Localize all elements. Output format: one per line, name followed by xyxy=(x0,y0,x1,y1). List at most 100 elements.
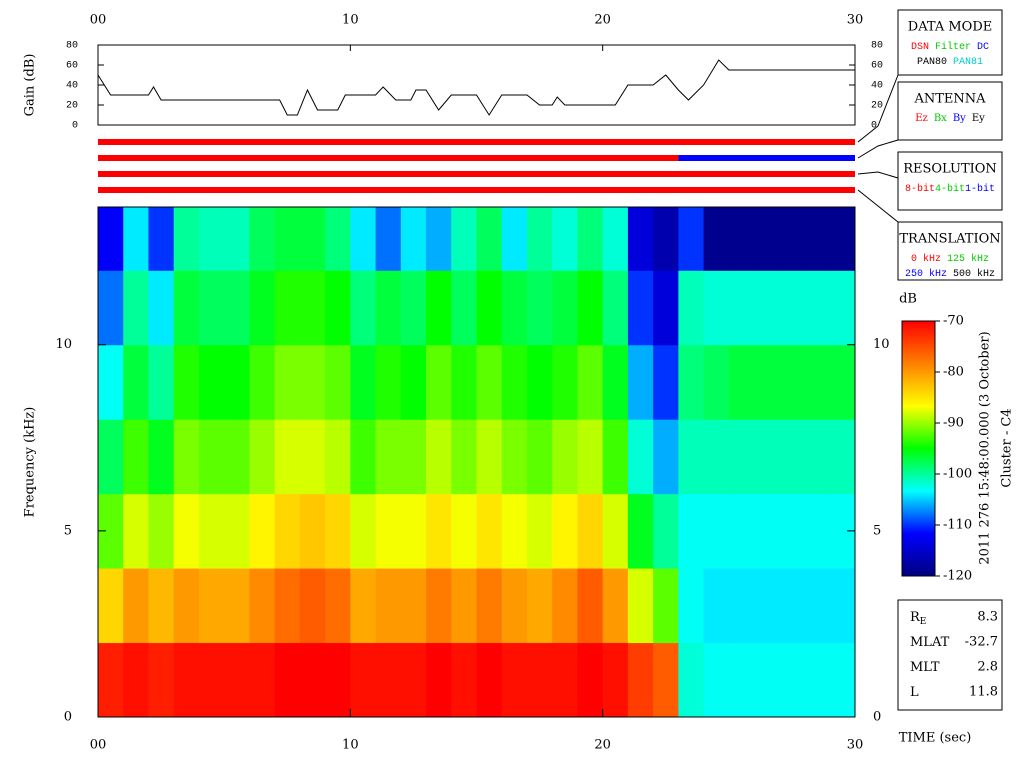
y-tick-label: 40 xyxy=(66,81,78,92)
info-value: 8.3 xyxy=(977,610,998,625)
heat-cell xyxy=(779,493,806,569)
heat-cell xyxy=(653,344,679,420)
heat-cell xyxy=(602,493,629,569)
heat-cell xyxy=(678,207,705,271)
heat-cell xyxy=(249,493,276,569)
heat-cell xyxy=(350,419,377,495)
heat-cell xyxy=(728,344,755,420)
heat-cell xyxy=(274,493,301,569)
heat-cell xyxy=(198,270,225,346)
heat-cell xyxy=(678,642,705,718)
heat-cell xyxy=(678,493,705,569)
heat-cell xyxy=(602,207,629,271)
panel-line: Ez Bx By Ey xyxy=(915,113,985,124)
colorbar-tick-label: -110 xyxy=(943,518,972,533)
heat-cell xyxy=(501,568,528,644)
y-tick-label: 0 xyxy=(871,121,877,132)
heat-cell xyxy=(325,419,351,495)
x-tick-label: 20 xyxy=(594,13,611,28)
connector xyxy=(857,139,899,159)
heat-cell xyxy=(249,568,276,644)
heat-cell xyxy=(98,419,124,495)
y-tick-label: 10 xyxy=(873,337,890,352)
panel-item: Filter xyxy=(935,41,971,53)
x-tick-label: 30 xyxy=(847,13,864,28)
heat-cell xyxy=(299,642,326,718)
heat-cell xyxy=(754,568,780,644)
status-segment xyxy=(98,171,855,177)
heat-cell xyxy=(829,419,856,495)
panel-item: PAN81 xyxy=(953,57,983,68)
colorbar-label: dB xyxy=(899,292,917,307)
heat-cell xyxy=(350,568,377,644)
heat-cell xyxy=(350,207,377,271)
heat-cell xyxy=(703,270,730,346)
info-label-text: MLT xyxy=(910,660,940,675)
heat-cell xyxy=(526,493,553,569)
heat-cell xyxy=(249,642,276,718)
panel-item: Ez xyxy=(915,113,928,124)
panel-item: 4-bit xyxy=(935,183,965,195)
heat-cell xyxy=(451,642,477,718)
heat-cell xyxy=(476,419,503,495)
panel-line: 0 kHz 125 kHz xyxy=(911,253,989,265)
spectrogram-frame xyxy=(97,206,856,718)
heat-cell xyxy=(829,270,856,346)
timestamp: 2011 276 15:48:00.000 (3 October) xyxy=(978,331,993,564)
heat-cell xyxy=(829,568,856,644)
x-tick-label: 10 xyxy=(342,738,359,753)
heat-cell xyxy=(148,270,175,346)
heat-cell xyxy=(451,419,477,495)
heat-cell xyxy=(829,642,856,718)
heat-cell xyxy=(627,207,654,271)
connectors xyxy=(857,74,899,223)
panel-title: DATA MODE xyxy=(908,20,992,35)
info-label: MLAT xyxy=(910,635,950,650)
heat-cell xyxy=(249,207,276,271)
x-tick-label: 00 xyxy=(90,13,107,28)
heat-cell xyxy=(426,642,452,718)
heat-cell xyxy=(653,270,679,346)
heat-cell xyxy=(350,493,377,569)
heat-cell xyxy=(123,493,149,569)
heat-cell xyxy=(653,568,679,644)
info-label: L xyxy=(910,685,919,700)
heat-cell xyxy=(577,568,604,644)
heat-cell xyxy=(552,419,578,495)
heat-cell xyxy=(426,419,452,495)
y-tick-label: 60 xyxy=(871,61,883,72)
panel-line: 8-bit4-bit1-bit xyxy=(905,183,995,195)
heat-cell xyxy=(400,642,427,718)
panel-item: PAN80 xyxy=(917,57,947,68)
heat-cell xyxy=(577,493,604,569)
colorbar-tick-label: -80 xyxy=(943,365,964,380)
heat-cell xyxy=(173,568,200,644)
heat-cell xyxy=(274,207,301,271)
panel-title: ANTENNA xyxy=(913,92,986,107)
heat-cell xyxy=(98,344,124,420)
y-tick-label: 40 xyxy=(871,81,883,92)
heat-cell xyxy=(173,344,200,420)
panel-item: By xyxy=(953,113,966,124)
heat-cell xyxy=(274,568,301,644)
heat-cell xyxy=(98,270,124,346)
heat-cell xyxy=(173,493,200,569)
heat-cell xyxy=(249,419,276,495)
heat-cell xyxy=(400,207,427,271)
heat-cell xyxy=(98,642,124,718)
heat-cell xyxy=(451,493,477,569)
freq-axis-label: Frequency (kHz) xyxy=(23,407,38,518)
colorbar-tick-label: -100 xyxy=(943,467,972,482)
x-tick-label: 00 xyxy=(90,738,107,753)
heat-cell xyxy=(426,207,452,271)
heat-cell xyxy=(627,344,654,420)
gain-frame xyxy=(97,44,856,126)
heat-cell xyxy=(728,207,755,271)
heat-cell xyxy=(375,419,402,495)
colorbar-tick-label: -90 xyxy=(943,416,964,431)
heat-cell xyxy=(224,419,250,495)
heat-cell xyxy=(779,270,806,346)
heat-cell xyxy=(804,419,831,495)
heat-cell xyxy=(728,493,755,569)
